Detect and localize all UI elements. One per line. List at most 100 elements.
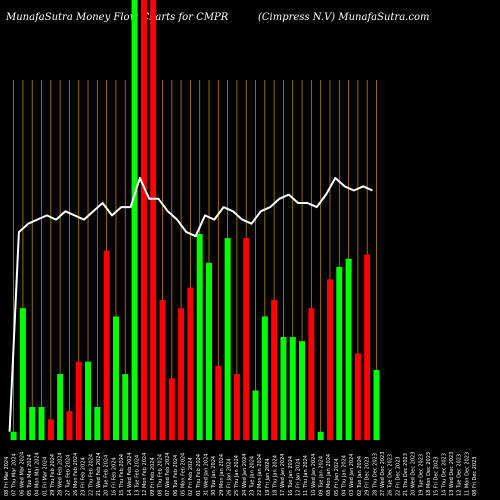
x-tick-label: 19 Fri Jan 2024 (265, 458, 271, 496)
bar (38, 407, 45, 440)
bar (345, 258, 352, 440)
x-tick-label: 05 Mon Feb 2024 (180, 453, 186, 496)
x-tick-label: 05 Tue Mar 2024 (27, 454, 33, 496)
x-tick-label: 07 Thu Mar 2024 (12, 453, 18, 496)
bar (373, 369, 380, 440)
x-tick-label: 16 Tue Jan 2024 (288, 456, 294, 496)
bar (19, 308, 26, 440)
bar (29, 407, 36, 440)
x-tick-label: 13 Wed Dec 2023 (449, 452, 455, 496)
x-tick-label: 23 Tue Jan 2024 (250, 456, 256, 496)
bar (85, 361, 92, 440)
x-tick-label: 07 Wed Feb 2024 (165, 452, 171, 496)
x-tick-label: 28 Wed Feb 2024 (58, 452, 64, 496)
x-tick-label: 03 Wed Jan 2024 (349, 454, 355, 496)
x-tick-label: 25 Thu Jan 2024 (234, 455, 240, 496)
bar (233, 374, 240, 440)
x-tick-label: 17 Wed Jan 2024 (280, 454, 286, 496)
x-tick-label: 28 Thu Dec 2023 (372, 453, 378, 496)
x-tick-label: 24 Wed Jan 2024 (242, 454, 248, 496)
bar (47, 419, 54, 440)
x-tick-label: 31 Wed Jan 2024 (203, 454, 209, 496)
bar (308, 308, 315, 440)
x-tick-label: 08 Mon Jan 2024 (326, 454, 332, 496)
bar (364, 254, 371, 440)
bar (196, 234, 203, 440)
bar (224, 238, 231, 440)
x-tick-label: 10 Wed Jan 2024 (311, 454, 317, 496)
x-tick-label: 26 Fri Jan 2024 (226, 458, 232, 496)
x-tick-label: 04 Thu Jan 2024 (342, 455, 348, 496)
bar (317, 431, 324, 440)
bar (150, 0, 157, 440)
bar (75, 361, 82, 440)
x-tick-label: 21 Wed Feb 2024 (96, 452, 102, 496)
x-tick-label: 12 Fri Jan 2024 (296, 458, 302, 496)
bar (280, 337, 287, 440)
x-tick-label: 20 Tue Feb 2024 (104, 455, 110, 496)
x-tick-label: 22 Mon Jan 2024 (257, 454, 263, 496)
vertical-gridlines (13, 80, 377, 440)
x-tick-label: 15 Thu Feb 2024 (119, 454, 125, 496)
x-tick-label: 05 Fri Jan 2024 (334, 458, 340, 496)
x-tick-label: 22 Fri Dec 2023 (395, 457, 401, 497)
x-tick-label: 18 Mon Dec 2023 (426, 452, 432, 496)
x-tick-label: 01 Fri Mar 2024 (42, 457, 48, 496)
chart-subtitle: (Cimpress N.V) MunafaSutra.com (258, 12, 430, 23)
bar (112, 316, 119, 440)
x-tick-label: 30 Tue Jan 2024 (211, 456, 217, 496)
x-tick-label: 06 Tue Feb 2024 (173, 455, 179, 496)
x-tick-label: 18 Thu Jan 2024 (273, 455, 279, 496)
bar (271, 299, 278, 440)
bar (299, 341, 306, 440)
bar (354, 353, 361, 440)
bar (66, 411, 73, 440)
bar (187, 287, 194, 440)
x-tick-label: 29 Mon Jan 2024 (219, 454, 225, 496)
x-tick-label: 14 Thu Dec 2023 (441, 453, 447, 496)
x-tick-label: 08 Fri Dec 2023 (472, 457, 478, 497)
money-flow-line (8, 177, 373, 432)
bar (336, 266, 343, 440)
bar (261, 316, 268, 440)
bar (57, 374, 64, 440)
x-tick-label: 02 Fri Feb 2024 (188, 457, 194, 496)
x-tick-label: 04 Mon Mar 2024 (35, 452, 41, 496)
x-tick-label: 13 Tue Feb 2024 (134, 455, 140, 496)
x-tick-label: 06 Wed Mar 2024 (19, 452, 25, 496)
x-tick-label: 02 Tue Jan 2024 (357, 456, 363, 496)
bar (252, 390, 259, 440)
x-tick-label: 27 Wed Dec 2023 (380, 452, 386, 496)
x-tick-label: 29 Fri Dec 2023 (365, 457, 371, 497)
bar (215, 365, 222, 440)
x-tick-label: 12 Mon Feb 2024 (142, 453, 148, 496)
bar (122, 374, 129, 440)
bar (178, 308, 185, 440)
x-tick-label: 11 Thu Jan 2024 (303, 455, 309, 496)
bar (326, 279, 333, 440)
x-tick-label: 19 Tue Dec 2023 (418, 454, 424, 496)
bar (131, 0, 138, 440)
x-tick-label: 08 Thu Feb 2024 (157, 454, 163, 496)
x-tick-label: 21 Thu Dec 2023 (403, 453, 409, 496)
x-tick-label: 09 Tue Jan 2024 (319, 456, 325, 496)
bar (243, 238, 250, 440)
bar (206, 262, 213, 440)
x-tick-label: 09 Fri Feb 2024 (150, 457, 156, 496)
x-tick-label: 20 Wed Dec 2023 (411, 452, 417, 496)
bar (289, 337, 296, 440)
x-tick-label: 22 Thu Feb 2024 (88, 454, 94, 496)
x-tick-label: 26 Tue Dec 2023 (388, 454, 394, 496)
x-tick-label: 29 Thu Feb 2024 (50, 454, 56, 496)
x-tick-label: 14 Wed Feb 2024 (127, 452, 133, 496)
x-tick-label: 15 Fri Dec 2023 (434, 457, 440, 497)
x-tick-label: 01 Thu Feb 2024 (196, 454, 202, 496)
x-tick-label: 12 Tue Dec 2023 (457, 454, 463, 496)
bar-series (10, 0, 380, 440)
x-tick-label: 16 Fri Feb 2024 (111, 457, 117, 496)
bar (10, 431, 17, 440)
bar (159, 299, 166, 440)
bar (168, 378, 175, 440)
bar (103, 250, 110, 440)
